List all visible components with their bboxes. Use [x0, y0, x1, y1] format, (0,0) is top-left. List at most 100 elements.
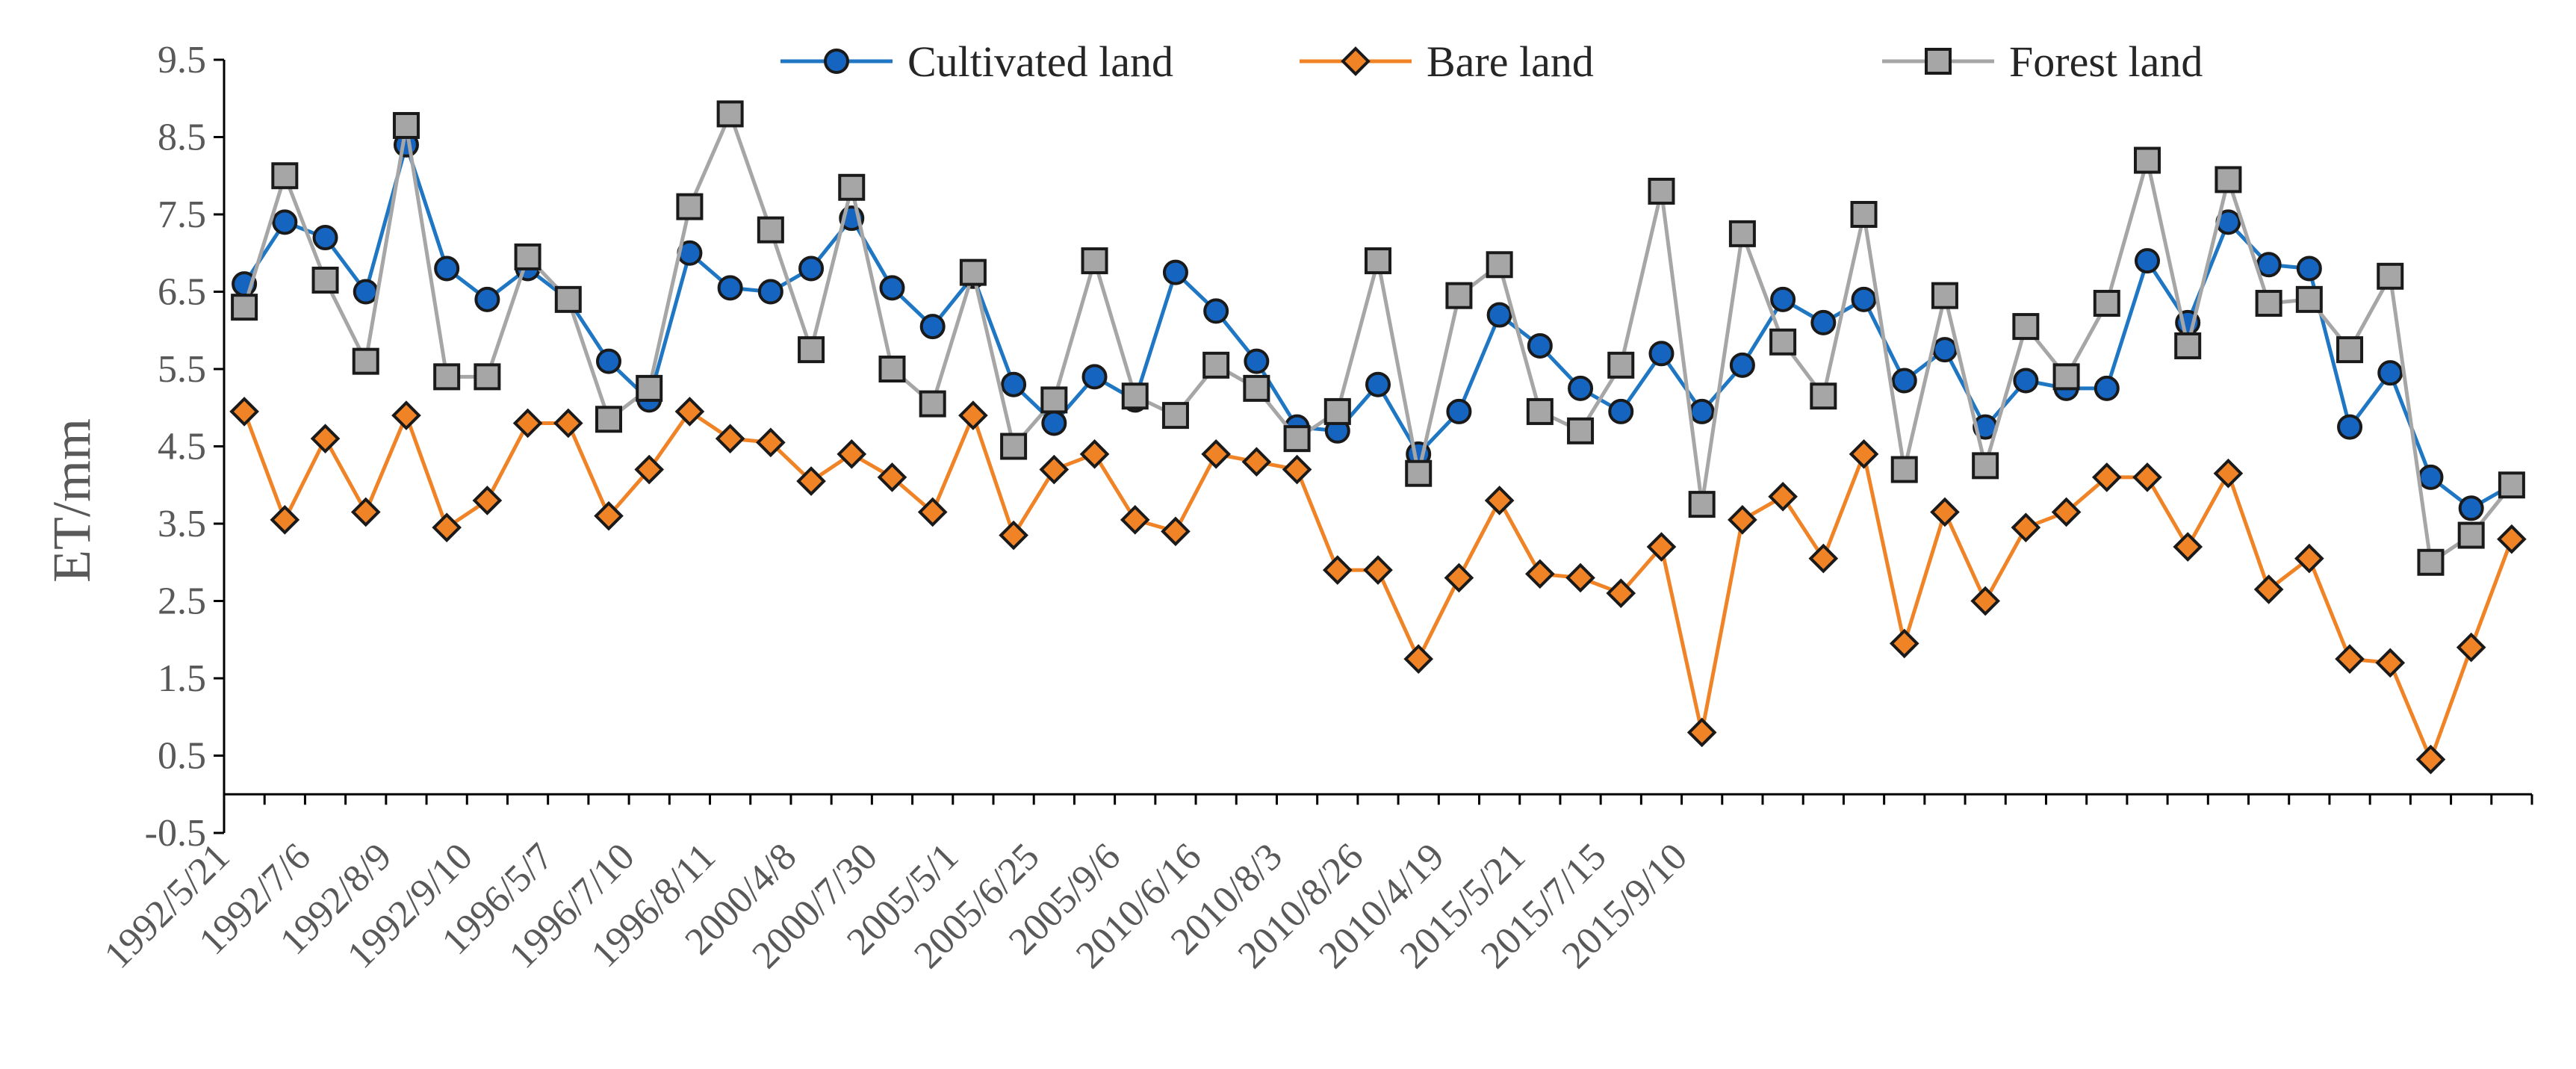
- data-point: [1365, 371, 1391, 397]
- data-point: [1283, 425, 1311, 453]
- data-point: [1646, 532, 1677, 562]
- data-point: [1686, 717, 1717, 748]
- series-line: [243, 143, 2513, 510]
- data-point: [2013, 368, 2039, 394]
- data-point: [2295, 285, 2323, 313]
- data-point: [2377, 262, 2404, 290]
- data-point: [878, 356, 906, 382]
- y-tick-label: 5.5: [158, 348, 206, 391]
- data-point: [434, 255, 460, 282]
- data-point: [1363, 555, 1393, 585]
- data-point: [1565, 563, 1595, 593]
- data-point: [1079, 439, 1110, 469]
- data-point: [1851, 286, 1877, 312]
- data-point: [1891, 368, 1917, 394]
- data-point: [1161, 516, 1191, 547]
- data-point: [1689, 398, 1715, 424]
- y-tick-label: 1.5: [158, 657, 206, 700]
- y-tick-label: 2.5: [158, 580, 206, 623]
- data-point: [1486, 251, 1513, 279]
- data-point: [391, 400, 421, 430]
- data-point: [272, 209, 298, 235]
- data-point: [1567, 417, 1595, 444]
- data-point: [2296, 255, 2322, 282]
- data-point: [554, 285, 582, 313]
- data-point: [1972, 452, 1999, 480]
- data-point: [432, 512, 462, 543]
- y-tick-label: 8.5: [158, 117, 206, 159]
- data-point: [271, 162, 299, 190]
- data-point: [2375, 648, 2406, 678]
- data-point: [2335, 644, 2365, 674]
- data-point: [1121, 382, 1149, 410]
- data-point: [959, 258, 987, 286]
- data-point: [2091, 462, 2122, 492]
- legend-item: Forest land: [1882, 37, 2203, 86]
- data-point: [2174, 332, 2202, 359]
- data-point: [512, 408, 543, 439]
- data-point: [1241, 447, 1272, 477]
- data-point: [1930, 497, 1960, 527]
- legend-label: Cultivated land: [907, 37, 1173, 86]
- data-point: [2415, 744, 2446, 775]
- y-tick-label: -0.5: [145, 812, 206, 855]
- y-axis-title: ET/mm: [42, 418, 102, 583]
- data-point: [1403, 644, 1434, 674]
- data-point: [1444, 563, 1474, 593]
- data-point: [1568, 375, 1594, 401]
- legend-label: Forest land: [2009, 37, 2203, 86]
- data-point: [2215, 166, 2242, 193]
- data-point: [2337, 414, 2363, 440]
- data-point: [2377, 360, 2403, 386]
- data-point: [1081, 247, 1108, 275]
- data-point: [1889, 628, 1919, 659]
- data-point: [350, 497, 381, 527]
- data-point: [1486, 302, 1512, 328]
- data-point: [636, 374, 663, 402]
- data-point: [1484, 486, 1515, 515]
- data-point: [594, 501, 624, 531]
- data-point: [1243, 374, 1270, 402]
- data-point: [1688, 491, 1716, 518]
- data-point: [1931, 337, 1958, 363]
- data-point: [879, 275, 905, 301]
- data-point: [2418, 464, 2444, 490]
- data-point: [1728, 504, 1757, 535]
- series-forest-land: [231, 100, 2525, 576]
- data-point: [2135, 248, 2160, 274]
- data-point: [2213, 458, 2244, 489]
- data-point: [1041, 410, 1067, 436]
- y-tick-label: 3.5: [158, 503, 206, 545]
- data-point: [1729, 352, 1755, 378]
- data-point: [1970, 586, 2000, 616]
- data-point: [1525, 559, 1555, 589]
- data-point: [1931, 282, 1958, 309]
- data-point: [1445, 282, 1473, 309]
- data-point: [2417, 548, 2445, 576]
- data-point: [352, 347, 379, 375]
- data-point: [1810, 382, 1837, 410]
- legend-label: Bare land: [1427, 37, 1594, 86]
- data-point: [1607, 351, 1635, 379]
- data-point: [1648, 341, 1675, 367]
- data-point: [472, 486, 503, 515]
- data-point: [877, 462, 907, 492]
- data-point: [312, 225, 338, 251]
- data-point: [757, 216, 784, 244]
- data-point: [917, 497, 948, 527]
- data-point: [1322, 555, 1353, 585]
- y-tick-label: 0.5: [158, 735, 206, 778]
- data-point: [474, 286, 500, 312]
- data-point: [1810, 309, 1837, 335]
- data-point: [798, 336, 825, 364]
- data-point: [310, 424, 341, 453]
- data-point: [1162, 259, 1188, 285]
- data-point: [270, 504, 300, 535]
- data-point: [1282, 454, 1312, 485]
- data-point: [2498, 471, 2525, 499]
- data-point: [958, 400, 988, 430]
- data-point: [2012, 313, 2040, 341]
- data-point: [1769, 328, 1797, 356]
- data-point: [311, 266, 339, 294]
